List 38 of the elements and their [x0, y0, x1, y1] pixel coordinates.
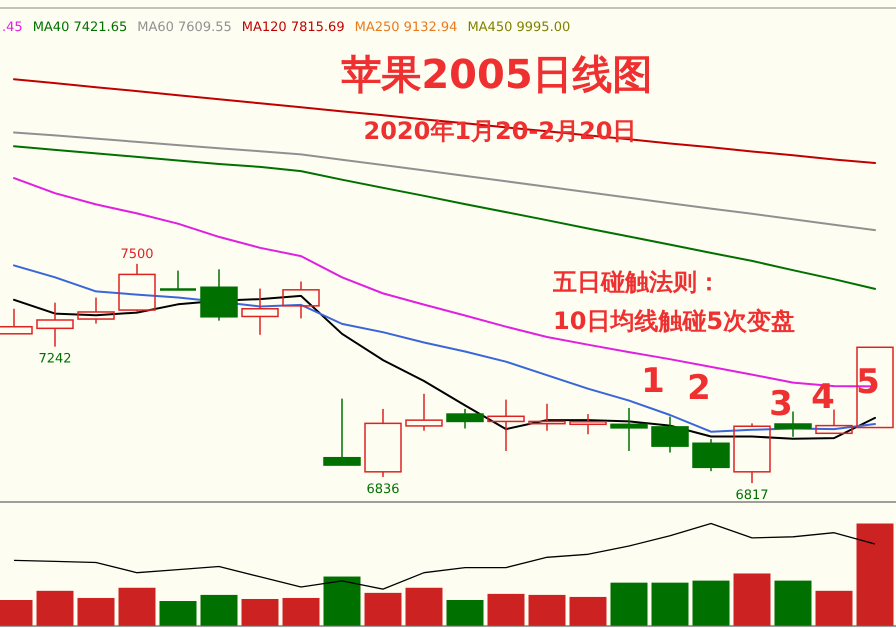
legend-label: MA250 9132.94: [354, 20, 458, 35]
bar: [200, 594, 238, 626]
annotation: 2: [687, 368, 711, 408]
bar: [692, 580, 730, 626]
annotation: 4: [811, 377, 835, 417]
annotation: 7242: [38, 352, 72, 367]
bar: [118, 588, 156, 626]
bar: [364, 592, 402, 626]
bar: [610, 582, 648, 626]
annotation: 6817: [735, 488, 769, 504]
bar: [36, 590, 74, 626]
bar: [816, 590, 852, 626]
bar: [324, 576, 360, 626]
bar: [528, 594, 566, 626]
text: MA60 7609.55: [137, 20, 232, 35]
annotation: 10日均线触碰5次变盘: [553, 307, 796, 335]
bar: [282, 598, 320, 626]
bar: [406, 588, 442, 626]
bar: [242, 598, 278, 626]
bar: [570, 596, 606, 626]
text: 苹果2005日线图: [341, 52, 653, 98]
text: MA40 7421.65: [32, 20, 128, 35]
bar: [856, 524, 894, 626]
text: MA120 7815.69: [242, 20, 345, 35]
bar: [774, 580, 812, 626]
annotation: 五日碰触法则：: [552, 268, 721, 296]
bar: [78, 598, 114, 626]
annotation: 7500: [120, 246, 154, 262]
bar: [488, 594, 524, 626]
bar: [652, 582, 688, 626]
legend-label: MA450 9995.00: [467, 20, 570, 35]
annotation: 6836: [366, 482, 400, 497]
bar: [734, 573, 770, 626]
annotation: 1: [641, 361, 665, 401]
bar: [446, 600, 484, 626]
annotation: 3: [769, 384, 793, 424]
text: .45: [2, 20, 23, 35]
bar: [160, 601, 196, 626]
